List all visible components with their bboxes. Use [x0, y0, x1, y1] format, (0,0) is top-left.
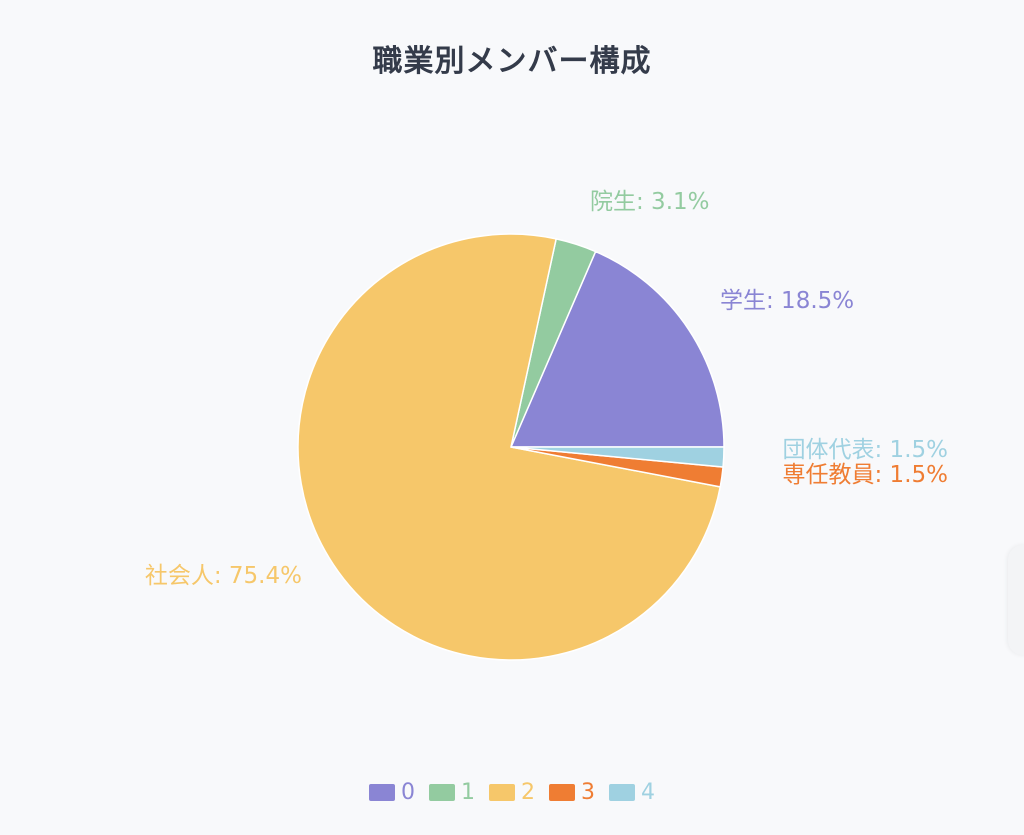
- pie-slice-2[interactable]: [297, 233, 722, 661]
- legend-swatch-0: [369, 784, 395, 801]
- pie-slice-0[interactable]: [509, 250, 725, 448]
- side-panel-handle[interactable]: [1008, 545, 1024, 655]
- legend-swatch-4: [609, 784, 635, 801]
- legend-item-3[interactable]: 3: [549, 780, 595, 805]
- slice-label-0: 学生: 18.5%: [720, 288, 854, 314]
- slice-label-4: 団体代表: 1.5%: [783, 437, 949, 463]
- legend-swatch-1: [429, 784, 455, 801]
- slice-label-3: 専任教員: 1.5%: [783, 462, 949, 488]
- chart-title: 職業別メンバー構成: [372, 44, 652, 79]
- legend-swatch-3: [549, 784, 575, 801]
- legend-label-2: 2: [521, 780, 535, 805]
- legend-item-1[interactable]: 1: [429, 780, 475, 805]
- slice-label-2: 社会人: 75.4%: [145, 563, 302, 589]
- slice-label-1: 院生: 3.1%: [590, 189, 710, 215]
- legend-label-0: 0: [401, 780, 415, 805]
- legend-swatch-2: [489, 784, 515, 801]
- pie-slice-4[interactable]: [510, 446, 725, 468]
- legend-label-4: 4: [641, 780, 655, 805]
- legend-item-4[interactable]: 4: [609, 780, 655, 805]
- legend-item-0[interactable]: 0: [369, 780, 415, 805]
- legend-label-3: 3: [581, 780, 595, 805]
- legend-label-1: 1: [461, 780, 475, 805]
- chart-legend: 0 1 2 3 4: [0, 780, 1024, 805]
- legend-item-2[interactable]: 2: [489, 780, 535, 805]
